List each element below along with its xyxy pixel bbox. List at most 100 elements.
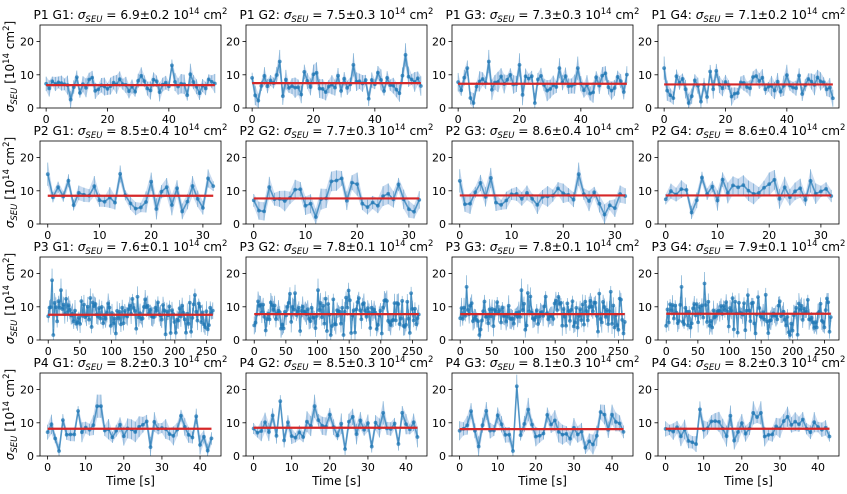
data-point [819, 189, 823, 194]
data-point [815, 75, 820, 80]
data-point [328, 333, 333, 337]
x-tick-label: 200 [782, 345, 803, 358]
x-tick-label: 50 [73, 345, 87, 358]
data-point [671, 96, 676, 101]
data-point [379, 77, 383, 82]
data-point [374, 327, 379, 331]
y-tick-label: 10 [20, 301, 34, 314]
data-point [180, 209, 185, 214]
data-point [678, 434, 683, 439]
data-point [154, 308, 159, 313]
data-point [827, 85, 832, 90]
plot-area [457, 374, 626, 456]
data-point [808, 178, 813, 183]
data-point [176, 318, 181, 323]
x-tick-label: 0 [45, 345, 52, 358]
data-point [64, 297, 68, 301]
data-point [592, 190, 597, 195]
data-point [671, 316, 676, 321]
data-point [343, 447, 347, 451]
x-tick-label: 150 [545, 345, 566, 358]
plot-area [664, 271, 833, 340]
data-point [736, 430, 740, 434]
data-point [553, 298, 558, 303]
data-point [620, 318, 625, 322]
data-point [336, 73, 340, 78]
panel-p1-g1: 0 10 20 0 20 40 P1 G1: σSEU = 6.9±0.2 1014 cm2… [2, 7, 227, 126]
data-point [471, 101, 476, 105]
data-point [47, 86, 52, 91]
panel-p1-g3: 0 10 20 0 20 40 P1 G3: σSEU = 7.3±0.3 1014 cm2 [432, 7, 639, 126]
data-point [144, 200, 148, 204]
data-point [559, 301, 563, 305]
data-point [56, 299, 61, 304]
data-point [184, 330, 188, 335]
uncertainty-band [665, 401, 830, 452]
x-tick-label: 30 [361, 461, 375, 474]
data-point [358, 308, 362, 313]
data-point [391, 83, 396, 88]
data-point [603, 314, 608, 319]
data-point [319, 315, 324, 320]
data-point [316, 288, 320, 293]
data-point [687, 309, 692, 314]
data-point [520, 92, 525, 97]
data-point [588, 298, 593, 303]
data-point [574, 306, 579, 310]
data-point [337, 309, 342, 314]
data-point [756, 295, 760, 300]
data-point [671, 429, 676, 434]
data-point [351, 62, 356, 67]
data-point [309, 305, 314, 310]
x-tick-label: 0 [43, 113, 50, 126]
x-tick-label: 40 [780, 113, 794, 126]
data-point [403, 52, 408, 57]
y-tick-label: 20 [20, 384, 34, 397]
data-point [478, 180, 483, 185]
data-points [458, 284, 627, 337]
data-point [117, 310, 122, 314]
data-point [382, 89, 386, 93]
data-point [751, 410, 756, 415]
data-point [491, 324, 496, 329]
data-point [305, 419, 309, 424]
panel-title: P4 G4: σSEU = 8.2±0.3 1014 cm2 [652, 355, 846, 373]
data-point [575, 325, 580, 330]
data-point [281, 326, 286, 331]
data-point [508, 72, 513, 77]
data-point [720, 177, 725, 182]
data-point [256, 98, 261, 103]
data-point [363, 308, 368, 313]
data-point [355, 300, 360, 304]
data-point [601, 300, 605, 304]
data-point [611, 303, 616, 308]
data-point [788, 333, 792, 337]
data-point [468, 201, 472, 206]
data-point [457, 178, 462, 183]
data-point [198, 304, 202, 309]
data-point [557, 66, 562, 71]
y-tick-label: 0 [439, 102, 446, 115]
plot-area [662, 56, 835, 108]
data-point [665, 88, 670, 93]
data-point [193, 293, 197, 297]
data-point [680, 76, 685, 81]
data-point [825, 296, 829, 301]
data-point [66, 303, 71, 308]
data-point [191, 80, 196, 84]
data-point [71, 203, 76, 208]
data-point [376, 322, 380, 327]
data-point [746, 188, 751, 193]
data-point [495, 300, 500, 305]
data-point [347, 298, 352, 303]
data-point [388, 323, 393, 327]
data-point [302, 69, 307, 74]
data-point [760, 75, 765, 80]
y-tick-label: 20 [432, 268, 446, 281]
data-point [327, 412, 332, 417]
data-point [191, 302, 196, 307]
x-tick-label: 100 [307, 345, 328, 358]
data-point [615, 323, 620, 328]
data-point [208, 305, 213, 310]
data-point [190, 315, 195, 320]
